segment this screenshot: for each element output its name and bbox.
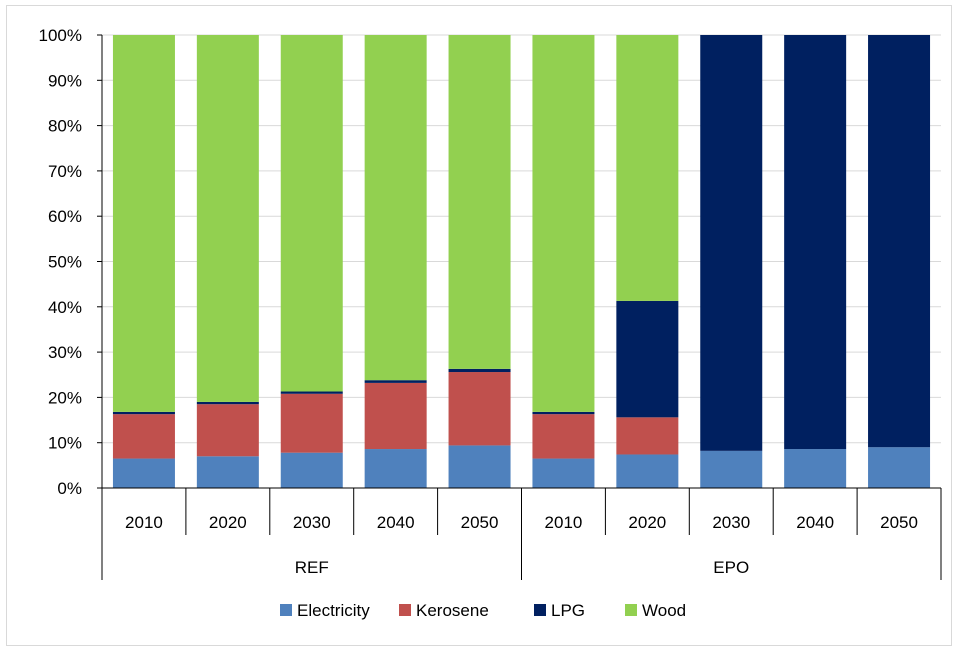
bar-electricity-7 — [700, 450, 763, 488]
bar-electricity-4 — [448, 445, 511, 488]
x-axis: 2010 2020 2030 2040 2050 2010 2020 2030 2040 2050… — [101, 487, 942, 580]
bar-lpg-6 — [616, 300, 679, 418]
bar-electricity-0 — [112, 458, 175, 488]
bar-electricity-1 — [196, 456, 259, 488]
x-tick-label: 2030 — [293, 513, 331, 532]
x-tick-label: 2030 — [712, 513, 750, 532]
group-label-epo: EPO — [713, 558, 749, 577]
bar-lpg-5 — [532, 411, 595, 415]
legend-label-lpg: LPG — [551, 601, 585, 620]
x-tick-label: 2050 — [880, 513, 918, 532]
bar-kerosene-2 — [280, 393, 343, 453]
bar-wood-3 — [364, 35, 427, 381]
legend-swatch-lpg — [534, 604, 546, 616]
legend-label-electricity: Electricity — [297, 601, 370, 620]
bar-kerosene-5 — [532, 414, 595, 459]
bar-electricity-3 — [364, 449, 427, 488]
x-tick-label: 2040 — [377, 513, 415, 532]
y-tick-label: 0% — [57, 479, 82, 498]
bar-lpg-3 — [364, 380, 427, 383]
y-axis: 0% 10% 20% 30% 40% 50% 60% 70% 80% 90% 100% — [39, 26, 103, 498]
legend-swatch-kerosene — [399, 604, 411, 616]
bar-wood-6 — [616, 35, 679, 301]
legend-label-wood: Wood — [642, 601, 686, 620]
bar-electricity-5 — [532, 458, 595, 488]
legend: Electricity Kerosene LPG Wood — [280, 601, 686, 620]
group-label-ref: REF — [295, 558, 329, 577]
bar-electricity-8 — [784, 449, 847, 488]
bar-kerosene-4 — [448, 372, 511, 446]
bar-lpg-0 — [112, 411, 175, 415]
bar-lpg-9 — [868, 35, 931, 448]
bar-wood-4 — [448, 35, 511, 369]
x-tick-label: 2010 — [545, 513, 583, 532]
y-tick-label: 10% — [48, 434, 82, 453]
bar-wood-2 — [280, 35, 343, 392]
legend-swatch-wood — [625, 604, 637, 616]
bar-lpg-8 — [784, 35, 847, 450]
x-tick-label: 2020 — [209, 513, 247, 532]
bar-lpg-2 — [280, 391, 343, 394]
bar-kerosene-1 — [196, 404, 259, 457]
bar-wood-5 — [532, 35, 595, 412]
x-tick-label: 2050 — [461, 513, 499, 532]
x-tick-label: 2020 — [628, 513, 666, 532]
y-tick-label: 60% — [48, 207, 82, 226]
bar-electricity-2 — [280, 452, 343, 488]
bar-electricity-9 — [868, 447, 931, 488]
x-tick-label: 2010 — [125, 513, 163, 532]
bar-kerosene-6 — [616, 417, 679, 455]
bar-wood-0 — [112, 35, 175, 412]
bar-kerosene-3 — [364, 382, 427, 450]
bar-lpg-4 — [448, 368, 511, 373]
bar-wood-1 — [196, 35, 259, 402]
bars — [112, 35, 931, 488]
y-tick-label: 80% — [48, 117, 82, 136]
x-tick-label: 2040 — [796, 513, 834, 532]
bar-lpg-7 — [700, 35, 763, 451]
legend-label-kerosene: Kerosene — [416, 601, 489, 620]
y-tick-label: 40% — [48, 298, 82, 317]
y-tick-label: 100% — [39, 26, 82, 45]
bar-lpg-1 — [196, 401, 259, 405]
y-tick-label: 30% — [48, 343, 82, 362]
y-tick-label: 90% — [48, 71, 82, 90]
bar-electricity-6 — [616, 454, 679, 488]
y-tick-label: 20% — [48, 388, 82, 407]
y-tick-label: 50% — [48, 253, 82, 272]
y-tick-label: 70% — [48, 162, 82, 181]
bar-kerosene-0 — [112, 414, 175, 459]
legend-swatch-electricity — [280, 604, 292, 616]
